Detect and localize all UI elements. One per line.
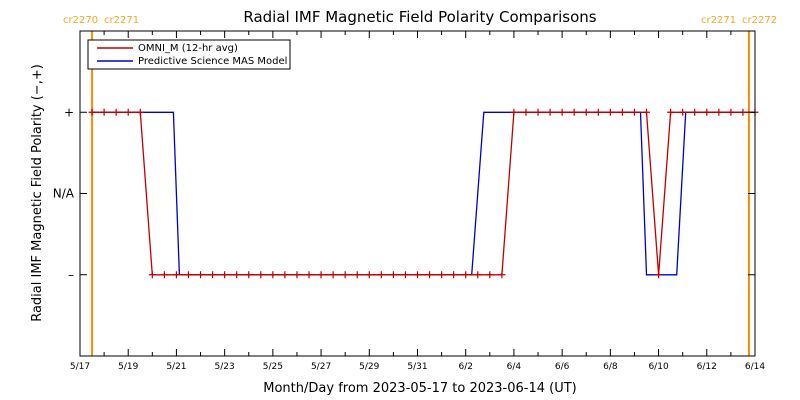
omni-point-marker [558,108,566,116]
x-tick-label: 5/21 [166,362,186,372]
omni-point-marker [293,271,301,279]
plot-area [88,31,759,356]
omni-point-marker [245,271,253,279]
x-tick-label: 5/23 [215,362,235,372]
omni-point-marker [522,108,530,116]
omni-point-marker [209,271,217,279]
cr-right-label-2: cr2272 [742,15,777,26]
cr-right-label-1: cr2271 [104,15,139,26]
omni-point-marker [679,108,687,116]
omni-point-marker [184,271,192,279]
omni-point-marker [715,108,723,116]
omni-point-marker [426,271,434,279]
x-tick-label: 5/27 [311,362,331,372]
series-line-omni [92,111,755,276]
series-line-mas [92,111,755,276]
x-tick-label: 6/10 [648,362,668,372]
x-tick-label: 6/4 [507,362,522,372]
x-tick-label: 5/19 [118,362,138,372]
omni-point-marker [233,271,241,279]
omni-point-marker [124,108,132,116]
omni-point-marker [691,108,699,116]
omni-point-marker [570,108,578,116]
omni-point-marker [594,108,602,116]
omni-point-marker [438,271,446,279]
chart-title: Radial IMF Magnetic Field Polarity Compa… [243,8,596,26]
omni-point-marker [329,271,337,279]
omni-point-marker [365,271,373,279]
omni-point-marker [667,108,675,116]
omni-point-marker [341,271,349,279]
omni-point-marker [172,271,180,279]
x-tick-label: 6/6 [555,362,570,372]
x-tick-label: 5/17 [70,362,90,372]
omni-point-marker [269,271,277,279]
cr-left-label-1: cr2270 [63,15,98,26]
omni-point-marker [655,271,663,279]
x-tick-label: 6/12 [697,362,717,372]
omni-point-marker [112,108,120,116]
plot-frame [79,30,756,357]
y-axis-label: Radial IMF Magnetic Field Polarity (−,+) [30,64,45,322]
omni-point-marker [582,108,590,116]
y-tick-label: + [64,105,74,119]
omni-point-marker [643,108,651,116]
x-tick-label: 5/25 [263,362,283,372]
x-tick-label: 6/2 [458,362,472,372]
x-tick-label: 5/29 [359,362,379,372]
omni-point-marker [305,271,313,279]
omni-point-marker [703,108,711,116]
y-ticks: + N/A – [53,105,755,282]
legend-mas-label: Predictive Science MAS Model [138,56,287,67]
legend-omni-label: OMNI_M (12-hr avg) [138,43,238,54]
x-axis-label: Month/Day from 2023-05-17 to 2023-06-14 … [263,381,576,396]
x-tick-label: 6/8 [603,362,618,372]
omni-point-marker [450,271,458,279]
omni-point-marker [257,271,265,279]
omni-point-marker [534,108,542,116]
y-tick-label: N/A [53,187,75,201]
omni-point-marker [160,271,168,279]
x-tick-label: 6/14 [745,362,765,372]
omni-point-marker [281,271,289,279]
omni-point-marker [100,108,108,116]
omni-point-marker [197,271,205,279]
cr-left-label-2: cr2271 [701,15,736,26]
omni-point-marker [88,108,96,116]
omni-point-marker [486,271,494,279]
omni-point-marker [510,108,518,116]
omni-point-marker [221,271,229,279]
omni-point-marker [414,271,421,279]
omni-point-marker [606,108,614,116]
omni-point-marker [136,108,144,116]
omni-point-marker [474,271,482,279]
omni-point-marker [618,108,626,116]
omni-point-marker [462,271,470,279]
omni-point-marker [630,108,638,116]
omni-point-marker [389,271,397,279]
legend-box [87,39,291,70]
x-tick-label: 5/31 [407,362,427,372]
omni-point-marker [546,108,554,116]
y-tick-label: – [68,268,74,282]
omni-point-marker [401,271,409,279]
omni-point-marker [739,108,747,116]
omni-point-marker [498,271,506,279]
x-ticks: 5/17 5/19 5/21 5/23 5/25 5/27 5/29 5/31 6/2 6/4 6/… [70,31,765,372]
omni-point-marker [353,271,361,279]
omni-point-marker [148,271,156,279]
omni-point-marker [317,271,325,279]
omni-point-marker [377,271,385,279]
legend: OMNI_M (12-hr avg) Predictive Science MA… [87,39,291,70]
omni-point-marker [727,108,735,116]
